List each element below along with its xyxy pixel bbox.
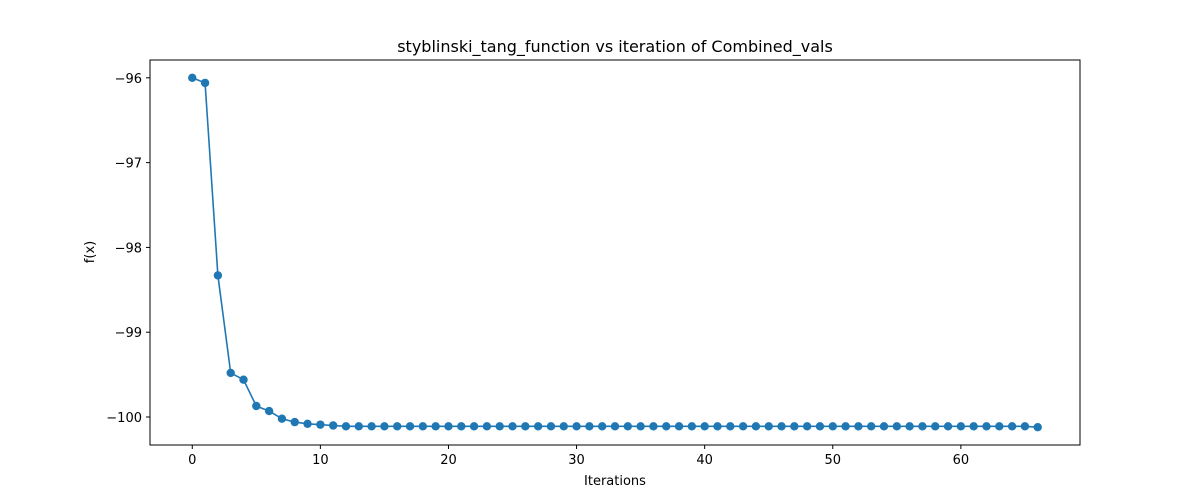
data-point	[777, 422, 786, 431]
data-point	[828, 422, 837, 431]
data-point	[726, 422, 735, 431]
data-point	[636, 422, 645, 431]
data-point	[341, 422, 351, 431]
data-point	[431, 422, 440, 431]
data-point	[687, 422, 697, 431]
x-tick-label: 20	[440, 453, 457, 468]
data-point	[610, 422, 620, 431]
data-point	[764, 422, 773, 431]
data-point	[662, 422, 671, 431]
data-point	[546, 422, 556, 431]
data-point	[892, 422, 902, 431]
data-point	[1020, 422, 1030, 431]
data-point	[367, 422, 376, 431]
chart-title: styblinski_tang_function vs iteration of…	[397, 37, 833, 57]
data-point	[188, 73, 197, 83]
y-axis-label: f(x)	[83, 241, 98, 263]
data-point	[393, 422, 402, 431]
data-point	[482, 422, 492, 431]
data-point	[380, 422, 389, 431]
data-point	[200, 78, 210, 88]
data-point	[867, 422, 876, 431]
data-point	[533, 422, 543, 431]
data-point	[815, 422, 825, 431]
x-tick-label: 50	[824, 453, 841, 468]
x-tick-label: 30	[568, 453, 585, 468]
data-point	[572, 422, 581, 431]
y-tick-label: −97	[115, 157, 142, 172]
data-point	[649, 422, 658, 431]
data-point	[418, 422, 428, 431]
data-point	[508, 422, 517, 431]
x-tick-label: 0	[188, 453, 196, 468]
data-point	[277, 414, 287, 423]
data-point	[469, 422, 479, 431]
x-tick-label: 60	[953, 453, 970, 468]
data-point	[751, 422, 761, 431]
series-line	[191, 77, 1038, 428]
y-tick-label: −100	[106, 411, 142, 426]
data-point	[585, 422, 594, 431]
axis-ticks: 0 10 20 30 40 50 60 −96 −97 −98 −99 −100	[106, 72, 969, 468]
data-point	[790, 422, 799, 431]
plot-area	[188, 73, 1042, 432]
data-point	[444, 422, 453, 431]
data-point	[841, 422, 850, 431]
x-tick-label: 40	[696, 453, 713, 468]
data-point	[354, 422, 363, 431]
data-point	[931, 422, 940, 431]
y-tick-label: −99	[115, 326, 142, 341]
data-point	[995, 422, 1004, 431]
data-point	[1007, 422, 1017, 431]
data-point	[226, 368, 235, 378]
data-point	[943, 422, 953, 431]
data-point	[457, 422, 466, 431]
data-point	[623, 422, 633, 431]
data-point	[918, 422, 927, 431]
data-point	[328, 421, 338, 430]
data-point	[290, 417, 299, 427]
x-axis-label: Iterations	[584, 474, 646, 489]
data-point	[252, 401, 261, 411]
data-point	[674, 422, 684, 431]
data-point	[905, 422, 914, 431]
data-point	[956, 422, 966, 431]
data-point	[303, 419, 312, 428]
data-point	[405, 422, 415, 431]
data-point	[239, 375, 248, 384]
data-point	[982, 422, 991, 431]
data-point	[738, 422, 748, 431]
data-point	[700, 422, 709, 431]
x-tick-label: 10	[312, 453, 329, 468]
data-point	[264, 406, 274, 416]
data-point	[597, 422, 607, 431]
y-tick-label: −98	[115, 241, 142, 256]
data-point	[713, 422, 722, 431]
data-point	[854, 422, 863, 431]
data-point	[495, 422, 504, 431]
data-point	[802, 422, 812, 431]
y-tick-label: −96	[115, 72, 142, 87]
data-point	[213, 271, 223, 280]
axes-frame	[149, 59, 1081, 446]
data-point	[521, 422, 530, 431]
data-point	[969, 422, 978, 431]
data-point	[1033, 422, 1042, 432]
data-point	[316, 420, 325, 429]
data-point	[559, 422, 568, 431]
data-point	[879, 422, 889, 431]
